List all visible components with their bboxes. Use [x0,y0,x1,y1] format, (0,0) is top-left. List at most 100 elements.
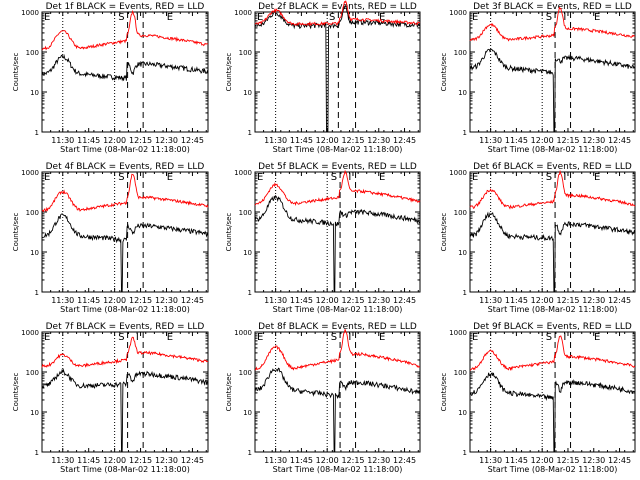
x-tick-label: 12:45 [181,296,204,305]
y-tick-label: 100 [239,49,252,57]
y-axis-label: Counts/sec [440,53,448,92]
y-tick-label: 1 [35,289,39,297]
plot-frame [41,11,209,133]
x-tick-label: 12:30 [155,456,178,465]
marker-i: I [136,12,139,23]
x-tick-label: 11:30 [264,456,287,465]
plot-frame [469,171,636,293]
x-tick-label: 11:30 [479,136,502,145]
y-tick-label: 100 [239,369,252,377]
marker-e-end: E [379,332,385,343]
x-axis-label: Start Time (08-Mar-02 11:18:00) [273,465,403,474]
marker-e-start: E [44,172,50,183]
marker-e-end: E [594,172,600,183]
y-tick-label: 1000 [449,9,467,17]
series-lld-line [469,169,636,210]
series-events-line [469,48,636,133]
detector-panel-6: Det 6f BLACK = Events, RED = LLD 1 10 100 10… [440,162,636,314]
marker-i: I [563,172,566,183]
x-tick-label: 12:00 [103,296,126,305]
plot-frame [41,171,209,293]
x-tick-label: 11:45 [505,456,528,465]
x-tick-label: 12:15 [556,456,579,465]
panel-title: Det 9f BLACK = Events, RED = LLD [473,322,632,332]
marker-s: S [118,12,124,23]
x-axis-label: Start Time (08-Mar-02 11:18:00) [60,305,190,314]
x-tick-label: 12:00 [531,456,554,465]
marker-i: I [136,332,139,343]
series-events-line [41,368,209,453]
x-tick-label: 12:30 [582,296,605,305]
series-lld-line [41,336,209,368]
x-axis-label: Start Time (08-Mar-02 11:18:00) [488,465,618,474]
y-tick-label: 1000 [234,169,252,177]
series-lld-line [469,6,636,42]
series-events-line [41,54,209,82]
marker-e-end: E [594,332,600,343]
x-tick-label: 11:45 [505,296,528,305]
x-tick-label: 12:15 [341,136,364,145]
detector-panel-8: Det 8f BLACK = Events, RED = LLD 1 10 100 10… [225,322,421,474]
panel-title: Det 8f BLACK = Events, RED = LLD [258,322,417,332]
marker-e-end: E [167,12,173,23]
x-tick-label: 11:30 [51,136,74,145]
series-lld-line [41,9,209,51]
plot-frame [469,331,636,453]
detector-panel-9: Det 9f BLACK = Events, RED = LLD 1 10 100 10… [440,322,636,474]
marker-e-start: E [472,12,478,23]
y-axis-label: Counts/sec [12,373,20,412]
marker-s: S [118,332,124,343]
y-tick-label: 10 [30,89,39,97]
x-tick-label: 12:00 [316,296,339,305]
panel-title: Det 1f BLACK = Events, RED = LLD [46,2,205,12]
x-axis-label: Start Time (08-Mar-02 11:18:00) [60,145,190,154]
x-axis-label: Start Time (08-Mar-02 11:18:00) [273,145,403,154]
y-tick-label: 1 [248,129,252,137]
marker-i: I [348,172,351,183]
panel-title: Det 7f BLACK = Events, RED = LLD [46,322,205,332]
marker-e-end: E [167,332,173,343]
x-tick-label: 12:15 [129,456,152,465]
y-axis-label: Counts/sec [225,213,233,252]
plot-frame [469,11,636,133]
x-tick-label: 12:15 [341,456,364,465]
y-axis-label: Counts/sec [12,213,20,252]
x-tick-label: 12:00 [316,456,339,465]
detector-panel-4: Det 4f BLACK = Events, RED = LLD 1 10 100 10… [12,162,209,314]
y-tick-label: 100 [26,49,39,57]
x-tick-label: 11:45 [290,296,313,305]
marker-e-start: E [472,172,478,183]
marker-e-end: E [167,172,173,183]
x-tick-label: 11:30 [479,296,502,305]
series-events-line [254,367,421,453]
marker-s: S [546,172,552,183]
y-tick-label: 1000 [449,329,467,337]
y-tick-label: 1000 [21,169,39,177]
x-tick-label: 12:30 [582,456,605,465]
marker-i: I [136,172,139,183]
y-axis-label: Counts/sec [440,373,448,412]
x-tick-label: 12:15 [556,136,579,145]
series-events-line [254,4,421,133]
marker-e-end: E [379,12,385,23]
series-events-line [469,372,636,453]
y-tick-label: 100 [239,209,252,217]
y-tick-label: 10 [458,249,467,257]
marker-i: I [563,332,566,343]
panel-title: Det 6f BLACK = Events, RED = LLD [473,162,632,172]
y-tick-label: 100 [26,369,39,377]
y-tick-label: 10 [243,249,252,257]
y-tick-label: 10 [30,409,39,417]
y-tick-label: 1 [463,129,467,137]
plot-frame [254,11,421,133]
series-lld-line [254,169,421,206]
y-tick-label: 100 [454,209,467,217]
x-tick-label: 12:45 [393,456,416,465]
marker-e-end: E [379,172,385,183]
x-axis-label: Start Time (08-Mar-02 11:18:00) [60,465,190,474]
y-tick-label: 1 [248,449,252,457]
x-tick-label: 12:45 [608,136,631,145]
marker-s: S [546,12,552,23]
plot-frame [254,171,421,293]
series-lld-line [41,173,209,213]
